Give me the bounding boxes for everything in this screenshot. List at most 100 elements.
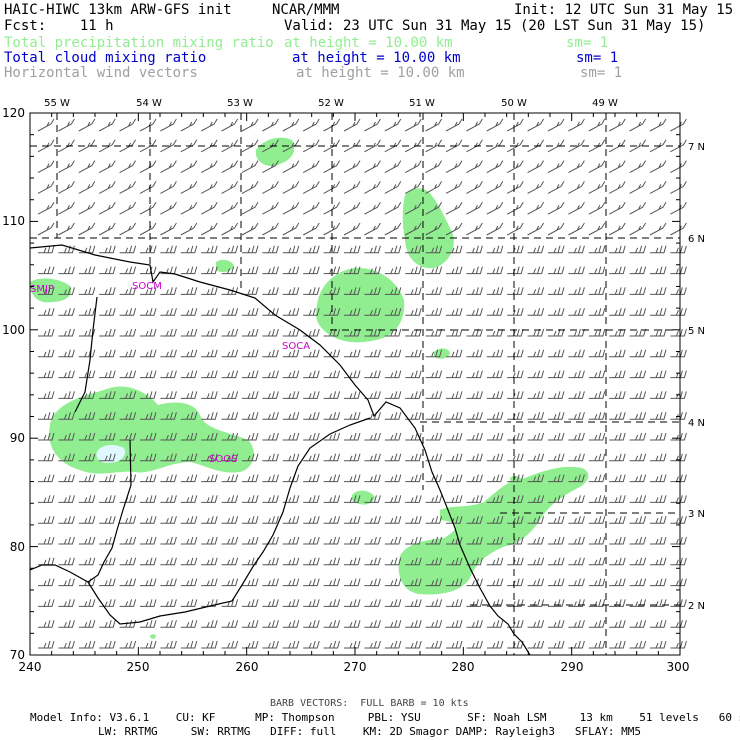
wind-barb: [303, 495, 320, 503]
wind-barb: [547, 160, 565, 174]
wind-barb: [466, 181, 483, 194]
wind-barb: [445, 222, 463, 236]
longitude-label: 52 W: [318, 98, 344, 109]
wind-barb: [303, 349, 320, 358]
wind-barb: [119, 370, 137, 379]
wind-barb: [221, 245, 239, 254]
wind-barb: [568, 391, 585, 399]
wind-barb: [58, 181, 75, 194]
wind-barb: [201, 287, 218, 295]
wind-barb: [650, 516, 667, 524]
wind-barb: [323, 201, 341, 215]
wind-barb: [446, 287, 463, 295]
wind-barb: [303, 266, 320, 275]
wind-barb: [548, 474, 565, 483]
wind-barb: [323, 516, 341, 524]
wind-barb: [180, 349, 198, 358]
wind-barb: [119, 118, 137, 132]
wind-barb: [425, 432, 443, 441]
wind-barb: [425, 201, 443, 215]
wind-barb: [588, 599, 606, 607]
wind-barb: [58, 516, 75, 524]
wind-barb: [446, 328, 463, 337]
wind-barb: [384, 412, 402, 420]
wind-barb: [609, 349, 626, 358]
wind-barb: [262, 201, 279, 215]
wind-barb: [221, 328, 239, 337]
wind-barb: [160, 453, 177, 462]
wind-barb: [527, 160, 545, 174]
wind-barb: [609, 557, 626, 566]
wind-barb: [548, 245, 565, 254]
wind-barb: [486, 391, 504, 399]
wind-barb: [486, 578, 504, 587]
wind-barb: [323, 118, 341, 132]
wind-barb: [323, 432, 341, 441]
wind-barb: [160, 328, 177, 337]
wind-barb: [629, 245, 647, 254]
wind-barb: [609, 516, 626, 524]
wind-barb: [140, 432, 157, 441]
wind-barb: [670, 474, 687, 483]
wind-barb: [221, 453, 239, 462]
wind-barb: [608, 181, 626, 194]
wind-barb: [282, 412, 300, 420]
wind-barb: [180, 328, 198, 337]
wind-barb: [58, 266, 75, 275]
wind-barb: [547, 118, 565, 132]
wind-barb: [282, 245, 300, 254]
wind-barb: [78, 222, 96, 236]
wind-barb: [425, 308, 443, 316]
precip-blob-smjp: [30, 278, 72, 303]
wind-barb: [201, 640, 218, 649]
station-label-socm: SOCM: [132, 281, 162, 292]
wind-barb: [58, 222, 75, 236]
wind-barb: [201, 495, 218, 503]
wind-barb: [486, 412, 504, 420]
wind-barb: [302, 201, 320, 215]
wind-barb: [629, 453, 647, 462]
wind-barb: [629, 287, 647, 295]
wind-barb: [507, 536, 524, 545]
wind-barb: [282, 139, 300, 153]
wind-barb: [323, 266, 341, 275]
wind-barb: [221, 495, 239, 503]
wind-barb: [140, 495, 157, 503]
wind-barb: [466, 391, 483, 399]
wind-barb: [78, 391, 96, 399]
wind-barb: [568, 578, 585, 587]
wind-barb: [486, 139, 504, 153]
wind-barb: [405, 391, 422, 399]
wind-barb: [466, 453, 483, 462]
wind-barb: [609, 308, 626, 316]
wind-barb: [548, 432, 565, 441]
longitude-label: 49 W: [592, 98, 618, 109]
wind-barb: [344, 516, 361, 524]
wind-barb: [221, 370, 239, 379]
wind-barb: [282, 599, 300, 607]
wind-barb: [221, 640, 239, 649]
wind-barb: [221, 266, 239, 275]
wind-barb: [446, 266, 463, 275]
wind-barb: [78, 245, 96, 254]
wind-barb: [405, 536, 422, 545]
wind-barb: [650, 328, 667, 337]
wind-barb: [547, 181, 565, 194]
wind-barb: [119, 308, 137, 316]
wind-barb: [323, 640, 341, 649]
wind-barb: [650, 640, 667, 649]
y-tick-label: 100: [2, 323, 25, 337]
station-label-smjp: SMJP: [30, 284, 54, 295]
wind-barb: [650, 412, 667, 420]
station-labels: SMJP SOCM SOCA SOOS: [30, 281, 310, 465]
wind-barb: [262, 412, 279, 420]
wind-barb: [486, 474, 504, 483]
wind-barb: [650, 474, 667, 483]
wind-barb: [670, 349, 687, 358]
y-tick-label: 120: [2, 106, 25, 120]
wind-barb: [425, 557, 443, 566]
wind-barb: [282, 266, 300, 275]
wind-barb: [609, 370, 626, 379]
wind-barb: [568, 139, 585, 153]
wind-barb: [384, 620, 402, 628]
